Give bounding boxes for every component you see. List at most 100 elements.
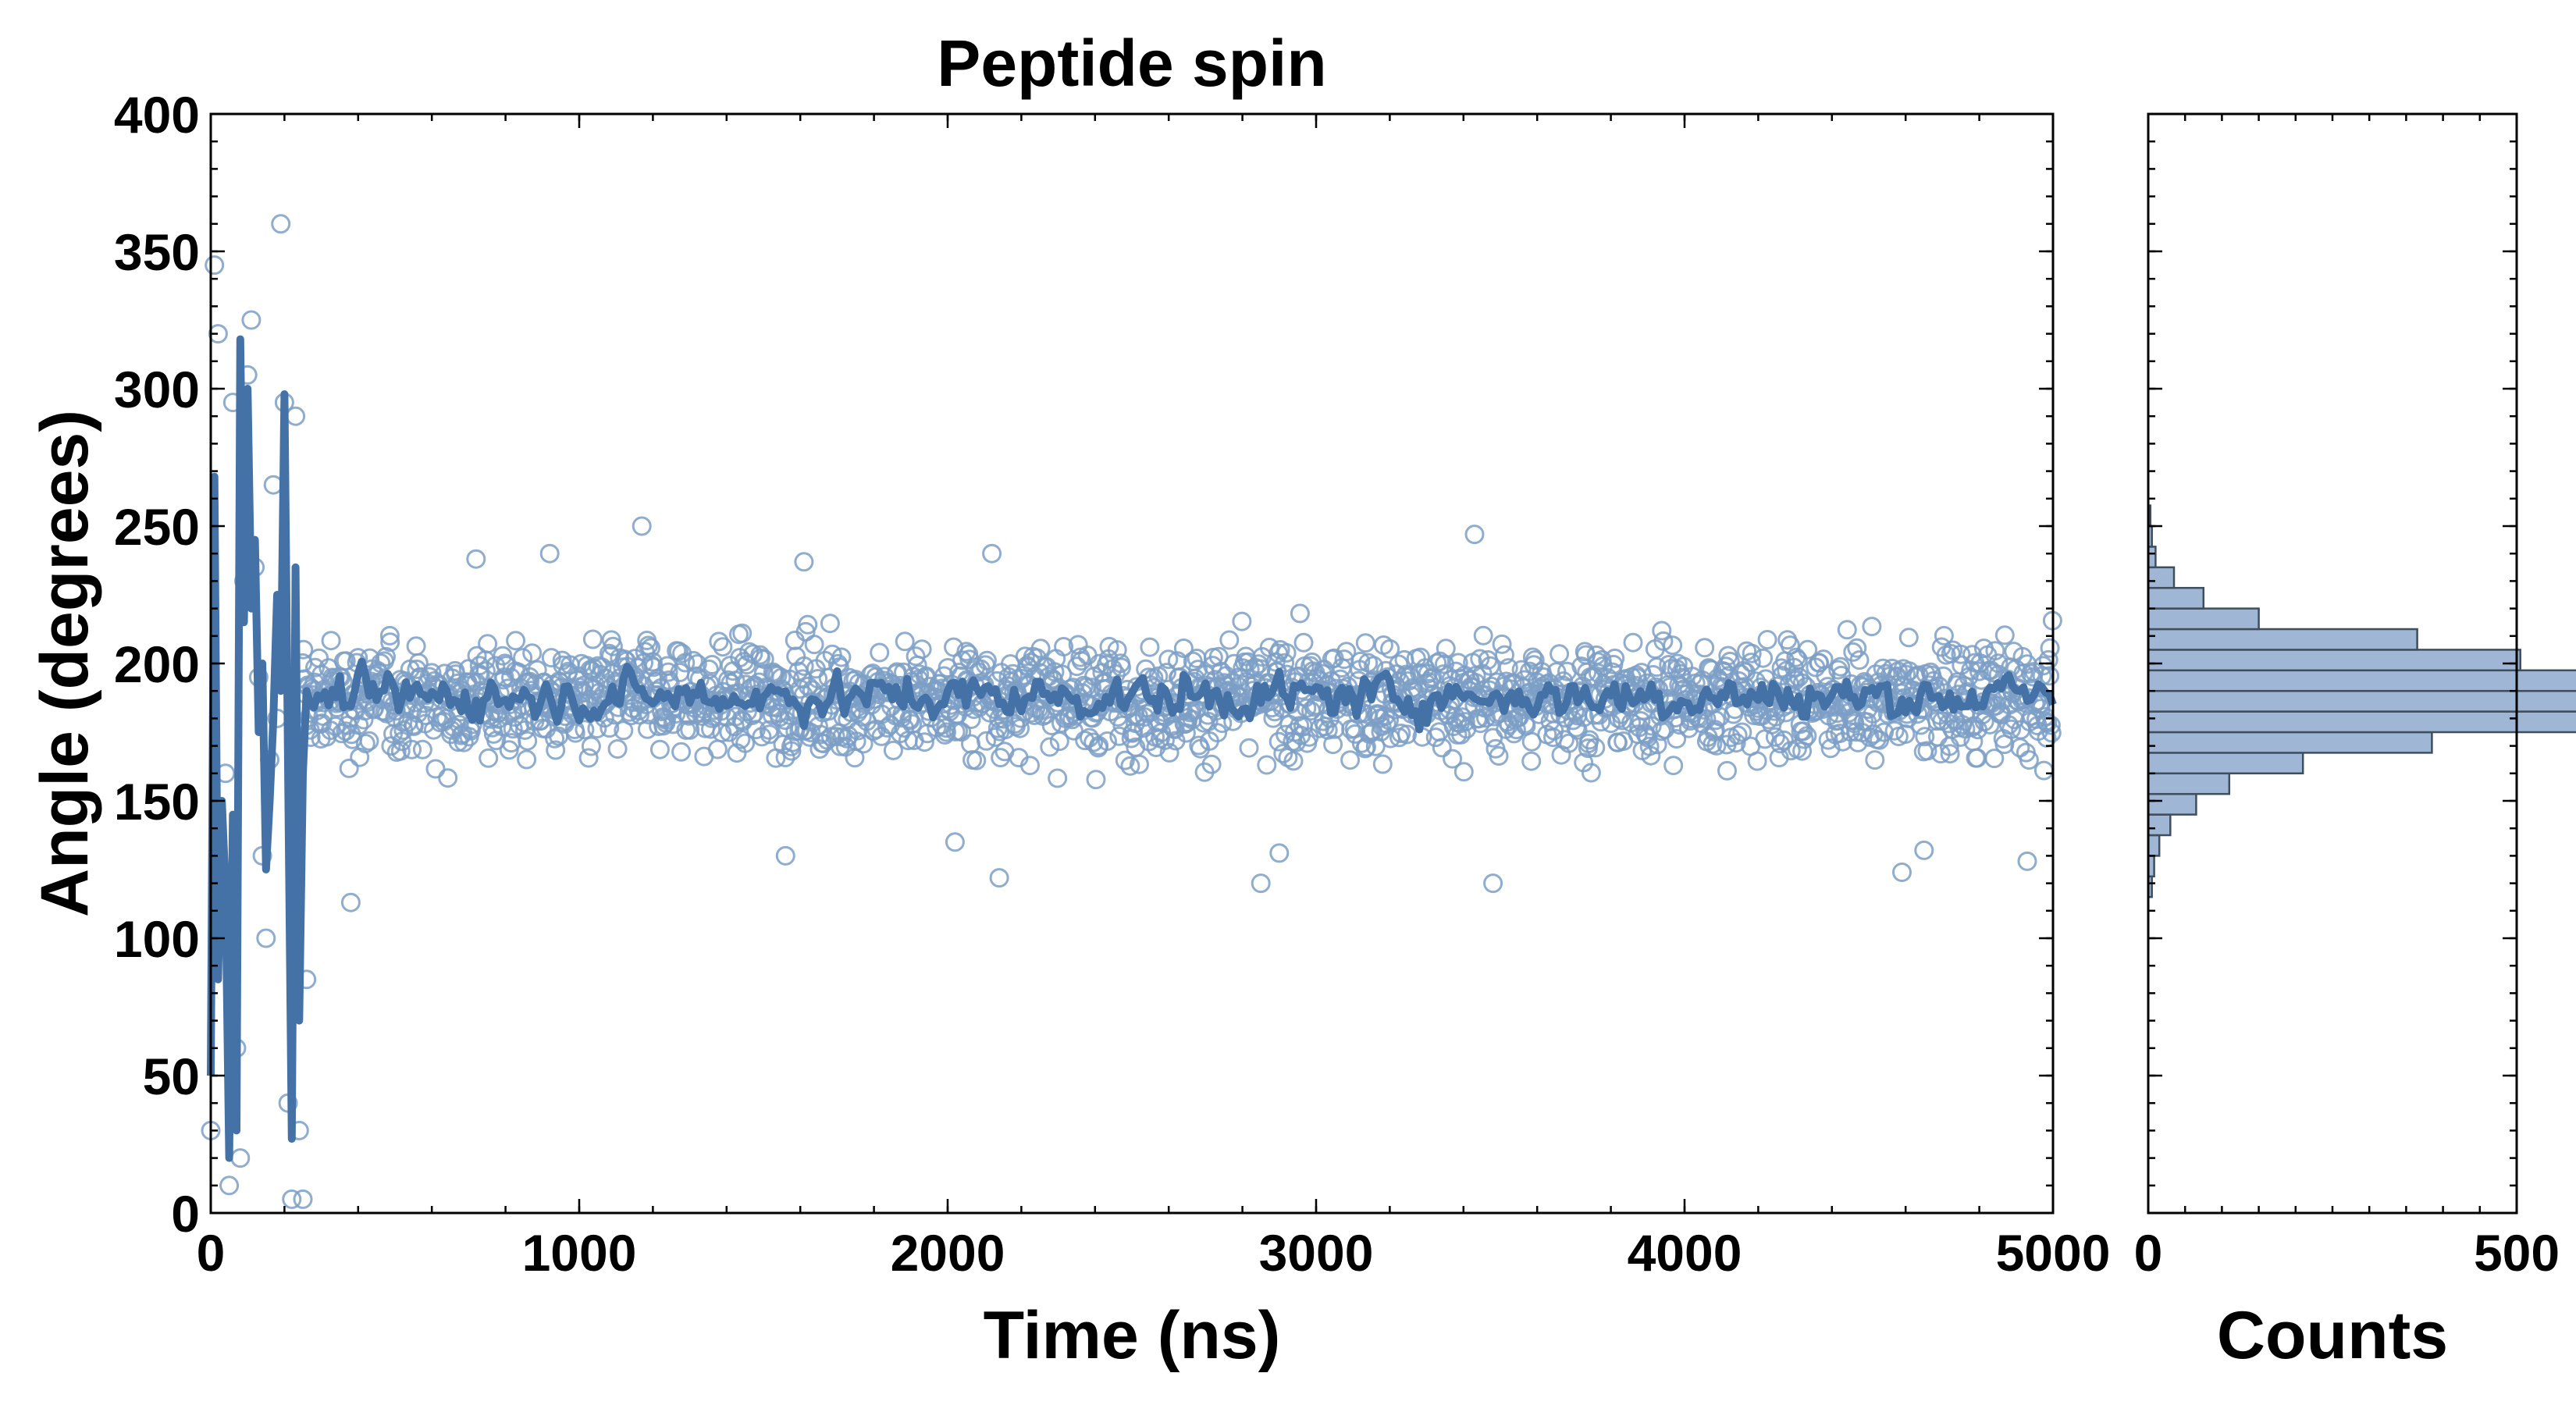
- histogram-bar: [2147, 792, 2197, 816]
- scatter-point: [1040, 737, 1060, 757]
- scatter-point: [340, 892, 361, 912]
- scatter-point: [1592, 649, 1612, 670]
- scatter-point: [1355, 633, 1375, 653]
- scatter-point: [600, 718, 620, 738]
- scatter-point: [1951, 644, 1971, 664]
- scatter-point: [680, 720, 700, 740]
- scatter-point: [1780, 635, 1800, 656]
- scatter-point: [820, 614, 840, 634]
- scatter-point: [1521, 731, 1542, 752]
- scatter-point: [1297, 698, 1317, 718]
- scatter-point: [1865, 750, 1885, 770]
- scatter-point: [671, 742, 692, 762]
- scatter-point: [649, 739, 670, 759]
- scatter-point: [1940, 744, 1960, 764]
- histogram-ticks: 0 500: [2134, 112, 2560, 1282]
- scatter-point: [2017, 851, 2037, 871]
- histogram-bar: [2147, 752, 2304, 775]
- scatter-point: [1559, 733, 1579, 753]
- scatter-point: [1380, 638, 1400, 659]
- scatter-point: [775, 748, 795, 767]
- scatter-point: [1985, 641, 2005, 661]
- scatter-point: [1581, 763, 1601, 783]
- scatter-point: [1915, 727, 1935, 747]
- histogram-bar: [2147, 710, 2576, 734]
- scatter-point: [794, 552, 814, 572]
- scatter-point: [513, 648, 533, 668]
- scatter-point: [1652, 621, 1672, 641]
- scatter-point: [438, 768, 458, 788]
- scatter-point: [831, 647, 852, 667]
- scatter-point: [1483, 727, 1503, 748]
- scatter-point: [354, 710, 374, 730]
- scatter-point: [241, 310, 262, 330]
- scatter-point: [1159, 742, 1179, 763]
- scatter-ticks: 0 1000 2000 3000 4000 5000 0 50 100 150 200 250 300 3…: [114, 86, 2111, 1282]
- scatter-point: [2019, 750, 2039, 770]
- scatter-point: [1232, 611, 1252, 631]
- scatter-point: [1667, 729, 1687, 749]
- scatter-point: [1646, 657, 1667, 678]
- scatter-point: [709, 631, 729, 652]
- scatter-point: [1086, 770, 1106, 790]
- scatter-point: [336, 651, 356, 671]
- scatter-point: [771, 667, 792, 688]
- histogram-bar: [2147, 649, 2521, 672]
- scatter-point: [1269, 843, 1290, 863]
- scatter-point: [1208, 723, 1228, 743]
- scatter-point: [1293, 632, 1314, 653]
- scatter-point: [2033, 656, 2053, 676]
- scatter-point: [1914, 840, 1934, 860]
- scatter-point: [408, 653, 429, 673]
- scatter-point: [804, 635, 824, 655]
- scatter-point: [1048, 768, 1068, 788]
- scatter-point: [1896, 664, 1916, 685]
- scatter-point: [449, 714, 469, 735]
- scatter-point: [1732, 722, 1752, 742]
- scatter-point: [945, 832, 965, 852]
- scatter-point: [1742, 643, 1762, 663]
- scatter-point: [1720, 651, 1740, 671]
- scatter-point: [1706, 710, 1726, 731]
- scatter-point: [1898, 628, 1919, 648]
- scatter-point: [982, 543, 1002, 564]
- scatter-point: [406, 636, 426, 656]
- scatter-point: [1030, 638, 1051, 659]
- scatter-point: [321, 631, 341, 651]
- smoothed-line: [207, 335, 2057, 1162]
- x-tick-label: 2000: [891, 1224, 1005, 1282]
- scatter-point: [1492, 634, 1512, 654]
- scatter-point: [632, 516, 652, 536]
- scatter-point: [1550, 644, 1570, 664]
- scatter-point: [732, 623, 753, 643]
- scatter-point: [305, 657, 325, 678]
- scatter-point: [546, 740, 566, 760]
- scatter-point: [853, 734, 873, 754]
- scatter-point: [1427, 653, 1447, 673]
- y-tick-label: 100: [114, 910, 200, 968]
- scatter-point: [575, 720, 595, 740]
- scatter-point: [286, 406, 306, 426]
- hist-x-tick-label: 0: [2134, 1224, 2163, 1282]
- scatter-point: [1695, 638, 1715, 658]
- scatter-point: [1727, 725, 1748, 745]
- scatter-point: [1364, 656, 1384, 676]
- scatter-point: [1747, 751, 1767, 771]
- scatter-point: [1647, 735, 1667, 755]
- scatter-point: [1847, 638, 1867, 658]
- scatter-point: [1432, 738, 1452, 758]
- scatter-point: [1020, 756, 1040, 776]
- scatter-point: [1717, 760, 1737, 781]
- scatter-point: [1874, 722, 1895, 742]
- scatter-point: [1140, 637, 1160, 657]
- scatter-point: [1798, 639, 1818, 660]
- scatter-point: [1984, 749, 2005, 769]
- scatter-point: [752, 727, 772, 747]
- y-tick-label: 200: [114, 635, 200, 693]
- scatter-point: [977, 650, 997, 670]
- scatter-point: [1418, 672, 1439, 692]
- scatter-point: [1934, 625, 1954, 646]
- scatter-point: [1039, 667, 1059, 687]
- scatter-point: [1757, 630, 1777, 649]
